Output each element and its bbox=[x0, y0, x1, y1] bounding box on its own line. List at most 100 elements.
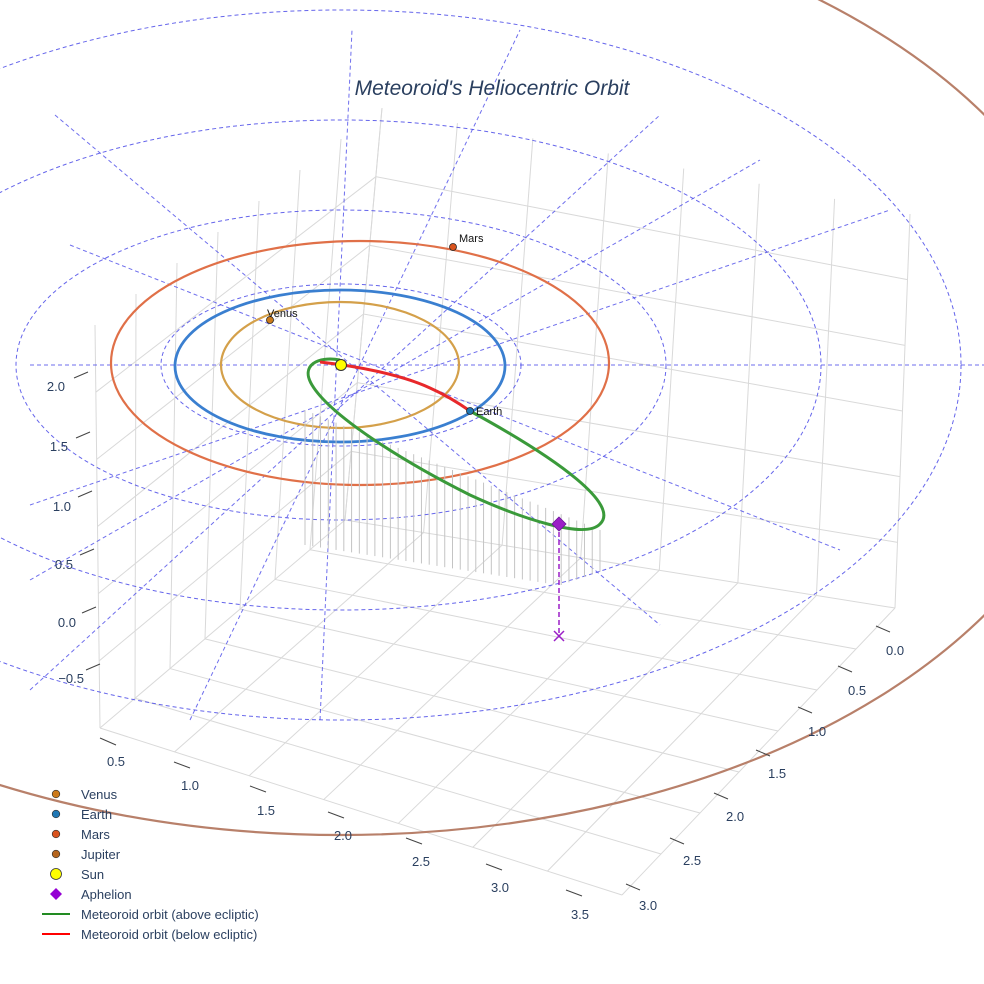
mars-label: Mars bbox=[459, 233, 484, 245]
y-tick-mark bbox=[875, 625, 891, 633]
polar-spoke bbox=[29, 114, 661, 691]
grid-line bbox=[204, 638, 740, 773]
y-tick-label: 3.0 bbox=[639, 898, 657, 913]
grid-line bbox=[169, 668, 701, 814]
x-tick-mark bbox=[173, 761, 191, 769]
legend-item-orbit-above[interactable]: Meteoroid orbit (above ecliptic) bbox=[42, 907, 259, 922]
drop-lines bbox=[304, 410, 601, 586]
mars-marker bbox=[449, 243, 457, 251]
grid-line bbox=[248, 544, 503, 777]
legend-item-sun[interactable]: Sun bbox=[50, 867, 105, 882]
z-tick-label: 1.0 bbox=[53, 499, 71, 514]
x-axis-tick-labels: 0.5 1.0 1.5 2.0 2.5 3.0 3.5 bbox=[107, 754, 589, 922]
legend-item-mars[interactable]: Mars bbox=[51, 827, 110, 842]
y-tick-mark bbox=[669, 837, 685, 845]
legend-earth-symbol bbox=[51, 809, 61, 819]
venus-orbit bbox=[219, 300, 461, 430]
legend-sun-label: Sun bbox=[81, 867, 104, 882]
x-tick-label: 2.0 bbox=[334, 828, 352, 843]
z-tick-label: 0.5 bbox=[55, 557, 73, 572]
y-tick-mark bbox=[837, 665, 853, 673]
legend-orbit-below-label: Meteoroid orbit (below ecliptic) bbox=[81, 927, 257, 942]
grid-line bbox=[309, 549, 857, 650]
venus-marker bbox=[266, 316, 274, 324]
legend-orbit-above-label: Meteoroid orbit (above ecliptic) bbox=[81, 907, 259, 922]
grid-line bbox=[239, 608, 779, 732]
legend-item-venus[interactable]: Venus bbox=[51, 787, 118, 802]
legend-jupiter-label: Jupiter bbox=[81, 847, 121, 862]
legend-item-orbit-below[interactable]: Meteoroid orbit (below ecliptic) bbox=[42, 927, 257, 942]
y-tick-label: 2.5 bbox=[683, 853, 701, 868]
earth-orbit bbox=[173, 288, 507, 444]
x-tick-mark bbox=[99, 737, 117, 746]
grid-line bbox=[98, 450, 898, 662]
legend-item-earth[interactable]: Earth bbox=[51, 807, 112, 822]
z-tick-label: 1.5 bbox=[50, 439, 68, 454]
z-tick-mark bbox=[75, 431, 91, 439]
legend-item-aphelion[interactable]: Aphelion bbox=[50, 887, 132, 902]
y-tick-label: 0.5 bbox=[848, 683, 866, 698]
x-tick-mark bbox=[485, 863, 503, 871]
grid-line bbox=[99, 519, 346, 729]
grid-line bbox=[98, 382, 901, 595]
legend: Venus Earth Mars Jupiter Sun Aphelion Me… bbox=[42, 787, 259, 942]
legend-jupiter-symbol bbox=[51, 849, 61, 859]
x-tick-label: 0.5 bbox=[107, 754, 125, 769]
y-tick-mark bbox=[625, 883, 641, 891]
grid-line bbox=[344, 519, 896, 609]
z-tick-mark bbox=[81, 606, 97, 614]
legend-sun-symbol bbox=[50, 868, 62, 880]
legend-aphelion-label: Aphelion bbox=[81, 887, 132, 902]
earth-label: Earth bbox=[476, 406, 502, 418]
grid-line bbox=[274, 578, 818, 691]
x-tick-mark bbox=[565, 889, 583, 897]
meteoroid-orbit-below bbox=[319, 360, 471, 413]
y-tick-label: 0.0 bbox=[886, 643, 904, 658]
venus-label: Venus bbox=[267, 308, 298, 320]
grid-line bbox=[134, 697, 662, 855]
x-tick-label: 3.0 bbox=[491, 880, 509, 895]
grid-line bbox=[96, 244, 906, 460]
axis-ticks bbox=[73, 371, 891, 897]
z-tick-mark bbox=[79, 548, 95, 556]
box-grid bbox=[94, 107, 911, 896]
x-tick-label: 1.5 bbox=[257, 803, 275, 818]
jupiter-orbit bbox=[0, 0, 984, 836]
y-tick-mark bbox=[755, 749, 771, 757]
legend-venus-symbol bbox=[51, 789, 61, 799]
z-tick-label: 0.0 bbox=[58, 615, 76, 630]
mars-orbit bbox=[109, 239, 611, 487]
meteoroid-orbit-above bbox=[306, 357, 606, 531]
legend-mars-label: Mars bbox=[81, 827, 110, 842]
grid-line bbox=[547, 595, 817, 872]
legend-mars-symbol bbox=[51, 829, 61, 839]
grid-line bbox=[95, 176, 908, 393]
earth-marker bbox=[466, 407, 474, 415]
legend-item-jupiter[interactable]: Jupiter bbox=[51, 847, 121, 862]
grid-line bbox=[472, 582, 739, 848]
x-tick-mark bbox=[327, 811, 345, 819]
y-tick-label: 1.5 bbox=[768, 766, 786, 781]
x-tick-label: 3.5 bbox=[571, 907, 589, 922]
grid-line bbox=[397, 569, 660, 824]
aphelion-marker bbox=[551, 516, 567, 532]
x-tick-label: 2.5 bbox=[412, 854, 430, 869]
legend-venus-label: Venus bbox=[81, 787, 118, 802]
polar-spoke bbox=[29, 209, 891, 506]
y-axis-tick-labels: 0.0 0.5 1.0 1.5 2.0 2.5 3.0 bbox=[639, 643, 904, 913]
aphelion-projection-marker bbox=[553, 630, 565, 642]
jupiter-orbit-path bbox=[0, 0, 984, 836]
z-axis-tick-labels: −0.5 0.0 0.5 1.0 1.5 2.0 bbox=[47, 379, 84, 686]
x-tick-mark bbox=[405, 837, 423, 845]
y-tick-mark bbox=[713, 792, 729, 800]
y-tick-label: 1.0 bbox=[808, 724, 826, 739]
grid-line bbox=[99, 727, 623, 896]
y-tick-label: 2.0 bbox=[726, 809, 744, 824]
meteoroid-orbit bbox=[306, 357, 606, 531]
z-tick-mark bbox=[85, 663, 101, 671]
x-tick-label: 1.0 bbox=[181, 778, 199, 793]
polar-reference-grid bbox=[0, 9, 984, 721]
chart-title: Meteoroid's Heliocentric Orbit bbox=[355, 77, 631, 100]
z-tick-mark bbox=[73, 371, 89, 379]
